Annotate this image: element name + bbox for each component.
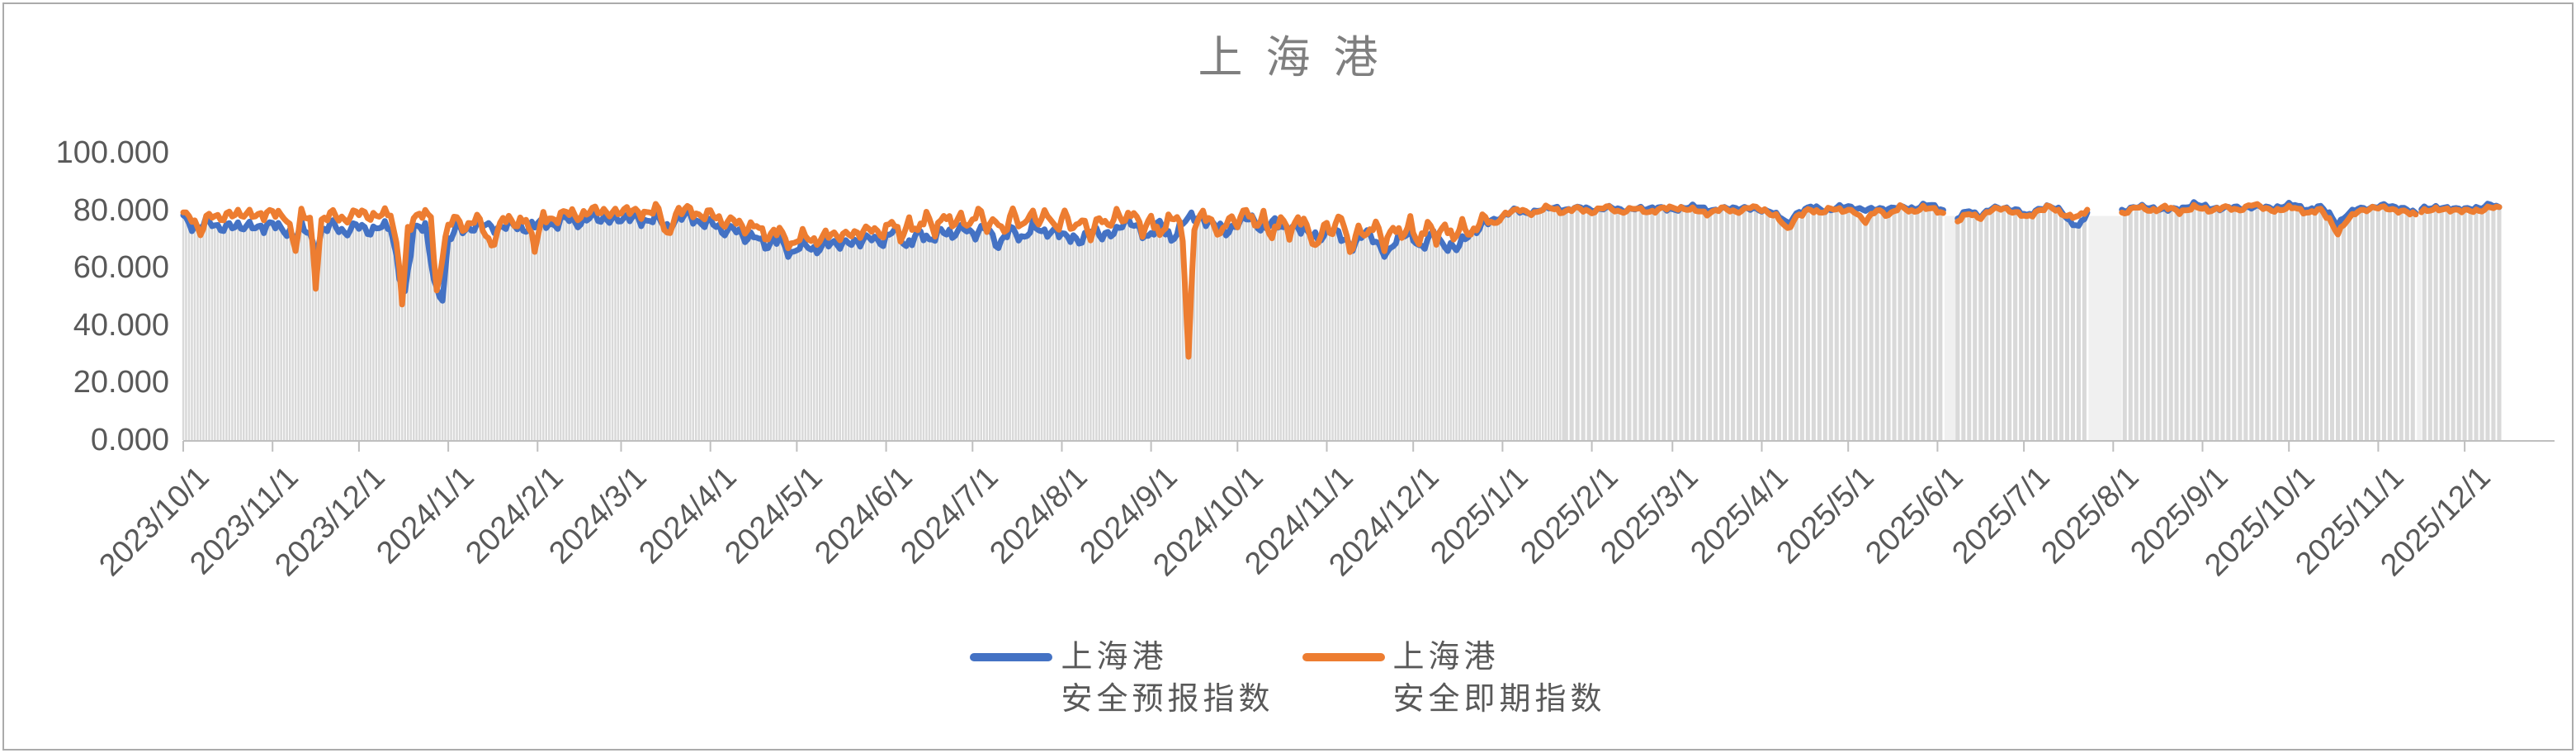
y-axis-label: 80.000 [73,192,169,228]
data-gap-column [1944,215,1958,440]
legend-label-forecast: 上海港 安全预报指数 [1061,637,1274,721]
legend-label-spot: 上海港 安全即期指数 [1393,637,1606,721]
legend-label-spot-line2: 安全即期指数 [1392,682,1606,717]
legend-label-spot-line1: 上海港 [1392,640,1500,675]
legend-item-forecast: 上海港 安全预报指数 [970,637,1274,721]
series-line-spot [180,201,2503,360]
y-axis-label: 60.000 [73,250,169,286]
plot-svg [180,199,2555,452]
y-axis-label: 100.000 [55,135,169,170]
legend-label-forecast-line1: 上海港 [1061,640,1168,675]
legend-item-spot: 上海港 安全即期指数 [1302,637,1606,721]
y-axis-label: 40.000 [73,307,169,343]
y-axis-label: 20.000 [73,365,169,400]
legend-label-forecast-line2: 安全预报指数 [1061,682,1274,717]
data-gap-column [2088,215,2122,440]
data-gap-column [2417,215,2422,440]
x-axis-ticks [182,441,2466,452]
legend-line-swatch-forecast [970,653,1053,661]
legend-line-swatch-spot [1302,653,1385,661]
drop-columns-series [182,206,2502,440]
chart-title: 上海港 [1198,33,1401,83]
legend: 上海港 安全预报指数 上海港 安全即期指数 [4,637,2572,721]
y-axis-label: 0.000 [90,423,169,457]
